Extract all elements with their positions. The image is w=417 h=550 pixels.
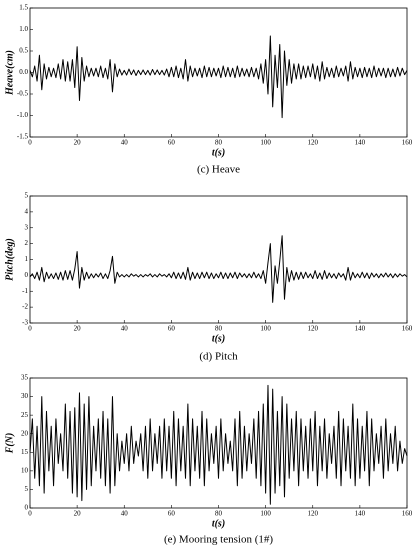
x-tick-label: 140: [355, 325, 366, 333]
caption: (c) Heave: [197, 164, 240, 176]
x-tick-label: 60: [168, 510, 176, 518]
x-tick-label: 100: [260, 510, 271, 518]
y-tick-label: 30: [21, 392, 29, 400]
x-tick-label: 100: [260, 325, 271, 333]
y-tick-label: -1.5: [17, 133, 29, 141]
x-axis-label: t(s): [212, 147, 225, 158]
x-tick-label: 40: [121, 325, 129, 333]
caption: (d) Pitch: [199, 351, 238, 363]
x-tick-label: 60: [168, 139, 176, 147]
x-tick-label: 160: [402, 510, 413, 518]
x-axis-label: t(s): [212, 518, 225, 529]
y-tick-label: -2: [22, 303, 28, 311]
y-axis-label: Heave(cm): [4, 50, 15, 96]
x-tick-label: 120: [308, 325, 319, 333]
x-tick-label: 40: [121, 139, 129, 147]
data-line: [29, 235, 408, 303]
y-tick-label: 3: [25, 223, 29, 231]
x-tick-label: 0: [28, 510, 32, 518]
plot-frame: [29, 195, 408, 324]
y-tick-label: 0: [25, 271, 29, 279]
x-tick-label: 80: [215, 325, 223, 333]
y-tick-label: 4: [25, 207, 29, 215]
x-tick-label: 0: [28, 139, 32, 147]
x-tick-label: 80: [215, 510, 223, 518]
y-tick-label: 5: [25, 192, 29, 200]
data-line: [29, 384, 408, 505]
x-tick-label: 140: [355, 510, 366, 518]
plot-frame: [29, 7, 408, 138]
y-axis-label: Pitch(deg): [4, 238, 15, 281]
y-tick-label: 20: [21, 429, 29, 437]
x-tick-label: 20: [74, 325, 82, 333]
y-tick-label: -0.5: [17, 90, 29, 98]
data-line: [29, 35, 408, 119]
y-tick-label: 5: [25, 485, 29, 493]
y-tick-label: 0.0: [19, 68, 28, 76]
x-tick-label: 120: [308, 139, 319, 147]
y-tick-label: 2: [25, 239, 29, 247]
y-tick-label: 0.5: [19, 47, 28, 55]
x-tick-label: 20: [74, 510, 82, 518]
y-tick-label: 1.5: [19, 4, 28, 12]
y-axis-label: F(N): [4, 433, 15, 455]
y-tick-label: -1: [22, 287, 28, 295]
y-tick-label: -1.0: [17, 111, 29, 119]
caption: (e) Mooring tension (1#): [164, 534, 273, 546]
y-tick-label: 1: [25, 255, 29, 263]
y-tick-label: 15: [21, 448, 29, 456]
x-tick-label: 140: [355, 139, 366, 147]
y-tick-label: 0: [25, 504, 29, 512]
y-tick-label: 25: [21, 411, 29, 419]
y-tick-label: 10: [21, 466, 29, 474]
x-tick-label: 80: [215, 139, 223, 147]
x-tick-label: 120: [308, 510, 319, 518]
x-tick-label: 0: [28, 325, 32, 333]
x-axis-label: t(s): [212, 333, 225, 344]
x-tick-label: 60: [168, 325, 176, 333]
x-tick-label: 160: [402, 139, 413, 147]
y-tick-label: 1.0: [19, 25, 28, 33]
x-tick-label: 100: [260, 139, 271, 147]
y-tick-label: -3: [22, 319, 28, 327]
y-tick-label: 35: [21, 374, 29, 382]
x-tick-label: 20: [74, 139, 82, 147]
x-tick-label: 160: [402, 325, 413, 333]
x-tick-label: 40: [121, 510, 129, 518]
